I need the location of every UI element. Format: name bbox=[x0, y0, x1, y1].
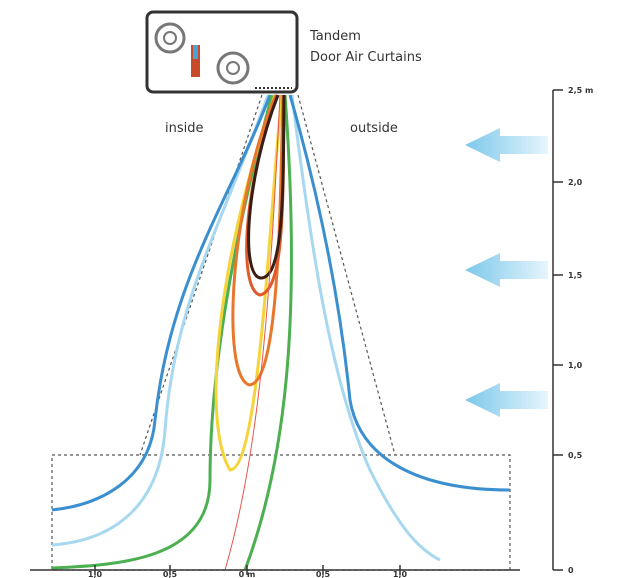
wind-arrows bbox=[465, 128, 548, 417]
axis-label: 2,0 bbox=[568, 178, 583, 187]
axes bbox=[30, 89, 563, 575]
axis-label: 1,0 bbox=[88, 570, 103, 578]
axis-label: 1,5 bbox=[568, 271, 583, 280]
unit-title: Tandem bbox=[309, 29, 361, 44]
axis-label: 0,5 bbox=[163, 570, 178, 578]
region-label: outside bbox=[350, 121, 398, 136]
region-label: inside bbox=[165, 121, 204, 136]
airflow-curves bbox=[51, 94, 511, 571]
axis-label: 2,5 m bbox=[568, 86, 593, 95]
axis-label: 0 m bbox=[239, 570, 256, 578]
axis-label: 0 bbox=[568, 566, 574, 575]
dotted-outline bbox=[51, 94, 511, 571]
axis-label: 0,5 bbox=[316, 570, 331, 578]
axis-label: 1,0 bbox=[568, 361, 583, 370]
axis-label: 1,0 bbox=[393, 570, 408, 578]
unit-title: Door Air Curtains bbox=[310, 50, 422, 65]
axis-label: 0,5 bbox=[568, 451, 583, 460]
air-curtain-unit bbox=[145, 10, 299, 94]
